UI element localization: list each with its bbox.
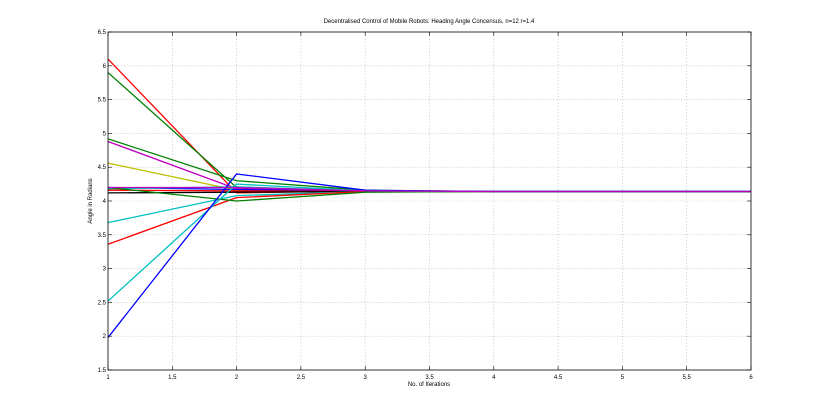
y-tick-label: 2: [103, 334, 107, 340]
y-tick-label: 6.5: [98, 30, 107, 36]
y-tick-label: 3: [103, 267, 107, 273]
y-tick-label: 6: [103, 64, 107, 70]
y-tick-label: 4: [103, 199, 107, 205]
y-tick-label: 5: [103, 131, 107, 137]
x-tick-label: 1.5: [168, 375, 177, 381]
y-axis: 1.5 2 2.5 3 3.5 4 4.5 5 5.5 6 6.5: [98, 30, 751, 374]
chart-title: Decentralised Control of Mobile Robots: …: [324, 19, 535, 25]
x-tick-label: 4: [492, 375, 496, 381]
x-axis: 1 1.5 2 2.5 3 3.5 4 4.5 5 5.5 6: [106, 32, 753, 381]
series-line-15: [108, 186, 751, 193]
x-tick-label: 4.5: [554, 375, 563, 381]
series-group: [107, 58, 751, 338]
x-tick-label: 2.5: [297, 375, 306, 381]
x-tick-label: 3.5: [425, 375, 434, 381]
x-tick-label: 5.5: [683, 375, 692, 381]
x-tick-label: 6: [749, 375, 753, 381]
y-tick-label: 4.5: [98, 165, 107, 171]
y-tick-label: 2.5: [98, 300, 107, 306]
grid: [108, 32, 751, 370]
x-tick-label: 1: [106, 375, 110, 381]
y-tick-label: 1.5: [98, 368, 107, 374]
x-tick-label: 3: [364, 375, 368, 381]
y-axis-title: Angle in Radians: [88, 178, 94, 223]
y-tick-label: 5.5: [98, 98, 107, 104]
y-tick-label: 3.5: [98, 233, 107, 239]
x-tick-label: 2: [235, 375, 239, 381]
x-axis-title: No. of Iterations: [408, 382, 450, 388]
x-tick-label: 5: [621, 375, 625, 381]
